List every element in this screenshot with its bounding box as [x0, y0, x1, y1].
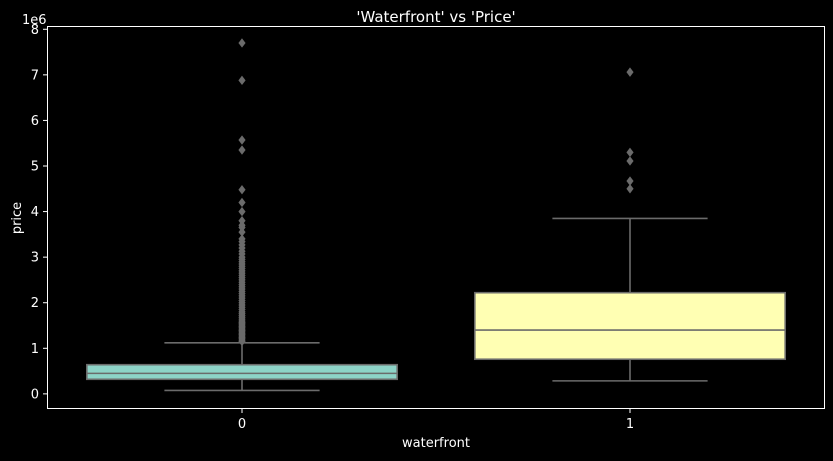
outlier-point [238, 215, 246, 226]
x-axis-label: waterfront [402, 436, 470, 451]
y-axis-label: price [10, 202, 25, 234]
outlier-point [238, 75, 246, 86]
y-tick-label: 2 [31, 296, 39, 311]
y-tick-label: 4 [31, 205, 39, 220]
outlier-point [238, 38, 246, 48]
y-tick-label: 1 [31, 342, 39, 357]
iqr-box [86, 363, 398, 381]
outlier-point [238, 234, 246, 244]
outlier-point [238, 206, 246, 217]
outlier-point [626, 67, 634, 77]
outlier-point [238, 145, 246, 155]
outlier-point [238, 197, 246, 208]
x-tick-label: 1 [626, 417, 634, 432]
outlier-point [238, 135, 246, 145]
plot-frame [47, 26, 825, 409]
outlier-point [626, 147, 634, 158]
y-tick-label: 7 [31, 68, 39, 83]
y-offset-label: 1e6 [22, 13, 47, 28]
iqr-box [473, 291, 786, 361]
outlier-point [626, 184, 634, 194]
boxes-layer [86, 38, 786, 392]
box-1 [473, 67, 786, 382]
box-0 [86, 38, 398, 392]
outlier-point [238, 185, 246, 195]
chart-title: 'Waterfront' vs 'Price' [356, 8, 515, 26]
outlier-point [626, 176, 634, 186]
y-tick-label: 3 [31, 251, 39, 266]
y-tick-label: 5 [31, 160, 39, 175]
x-tick-label: 0 [238, 417, 246, 432]
y-tick-label: 6 [31, 114, 39, 129]
y-tick-label: 0 [31, 387, 39, 402]
outlier-point [626, 156, 634, 166]
y-tick-label: 8 [31, 23, 39, 38]
